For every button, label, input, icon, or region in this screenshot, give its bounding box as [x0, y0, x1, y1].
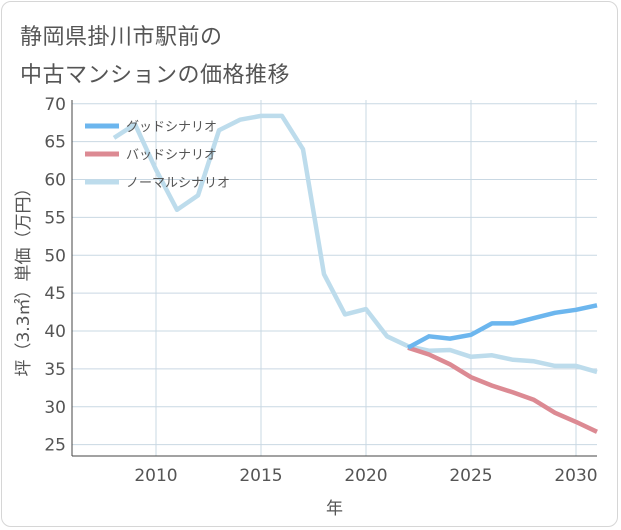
y-tick-label: 30: [44, 398, 66, 418]
chart-title-line2: 中古マンションの価格推移: [20, 63, 291, 88]
x-tick-label: 2015: [239, 466, 282, 486]
y-tick-label: 35: [44, 360, 66, 380]
y-tick-label: 60: [44, 171, 66, 191]
axes: 25 30 35 40 45 50 55 60 65 70 2010 2015 2020 2025 2030: [44, 95, 597, 486]
x-tick-label: 2020: [344, 466, 387, 486]
chart-title-line1: 静岡県掛川市駅前の: [20, 25, 223, 50]
series-line-good: [406, 303, 598, 350]
y-tick-label: 45: [44, 284, 66, 304]
x-axis-label: 年: [326, 499, 343, 519]
series-lines: [112, 113, 598, 434]
x-tick-label: 2025: [449, 466, 492, 486]
x-tick-label: 2030: [554, 466, 597, 486]
legend-label-good: グッドシナリオ: [126, 120, 217, 135]
y-tick-label: 55: [44, 208, 66, 228]
x-tick-label: 2010: [134, 466, 177, 486]
y-tick-label: 70: [44, 95, 66, 115]
y-tick-label: 25: [44, 436, 66, 456]
y-axis-label: 坪（3.3㎡）単価（万円）: [14, 179, 34, 376]
legend-label-bad: バッドシナリオ: [126, 148, 217, 163]
y-tick-label: 40: [44, 322, 66, 342]
series-line-normal: [112, 113, 598, 375]
y-tick-label: 65: [44, 133, 66, 153]
series-line-bad: [407, 345, 598, 434]
y-tick-label: 50: [44, 246, 66, 266]
legend-label-normal: ノーマルシナリオ: [126, 176, 230, 191]
